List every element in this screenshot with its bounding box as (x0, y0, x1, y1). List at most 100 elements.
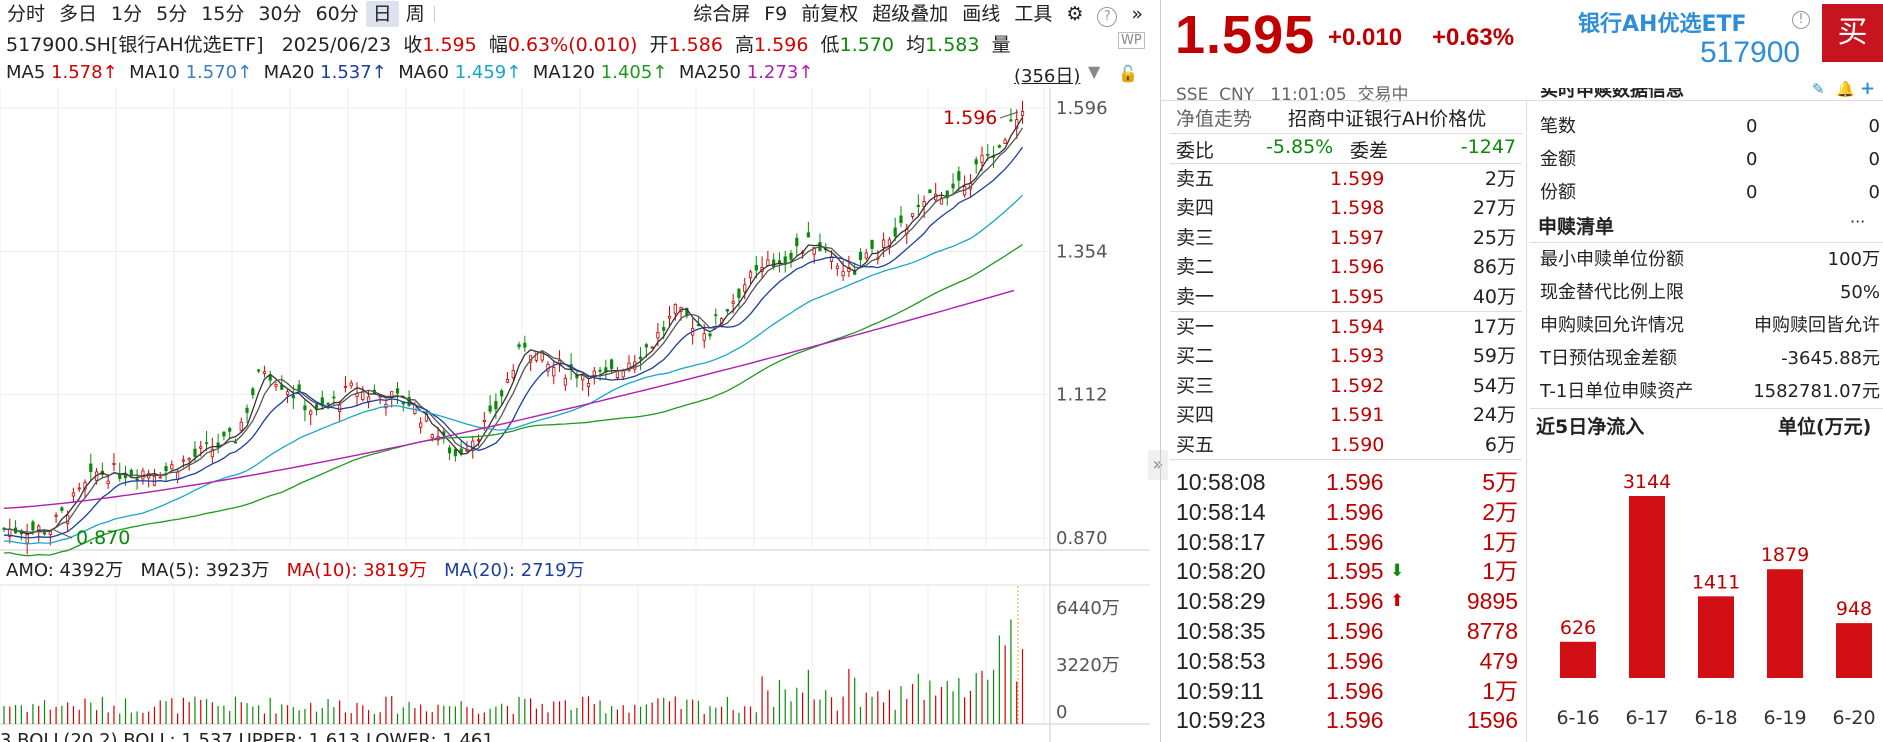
realtime-sub-redeem-header: 实时申赎数据信息 (1540, 88, 1684, 101)
wp-icon[interactable]: WP (1118, 32, 1145, 49)
asks-level-volume: 86万 (1472, 256, 1516, 279)
candle-body (945, 190, 949, 199)
candle-body (882, 239, 886, 248)
stat-redeem: 0 (1868, 182, 1880, 203)
candle-body (638, 356, 643, 360)
bids-level[interactable]: 买一 1.594 17万 (1176, 313, 1516, 342)
forward-adjust-button[interactable]: 前复权 (801, 3, 859, 25)
candle-body (42, 532, 47, 535)
gear-icon[interactable]: ⚙ (1066, 3, 1084, 25)
asks-level[interactable]: 卖四 1.598 27万 (1176, 194, 1516, 223)
candle-body (1003, 139, 1007, 145)
candle-body (957, 171, 961, 181)
candle-body (222, 431, 226, 437)
lock-icon[interactable]: 🔓 (1118, 64, 1138, 83)
inflow-bar (1767, 569, 1803, 678)
candle-body (795, 237, 799, 247)
candle-body (754, 264, 758, 271)
candle-body (170, 464, 174, 470)
bids-level-volume: 54万 (1472, 374, 1516, 397)
asks-level-label: 卖二 (1176, 256, 1215, 279)
column-divider (1526, 100, 1527, 742)
amo-ma20: MA(20): 2719万 (444, 560, 585, 581)
range-label: 幅 (488, 34, 508, 56)
kline-chart[interactable]: 1.596 1.354 1.112 0.870 6440万 3220万 0 1.596 0.87… (0, 88, 1150, 742)
tick-row: 10:58:29 1.596 ⬆ 9895 (1176, 586, 1518, 616)
tab-daily[interactable]: 日 (365, 1, 399, 27)
double-chevron-right-icon[interactable]: » (1131, 3, 1143, 25)
help-icon[interactable]: ? (1090, 1, 1124, 27)
candle-body (262, 371, 267, 374)
tick-price: 1.595 (1326, 558, 1384, 585)
tab-weekly[interactable]: 周 (405, 3, 425, 25)
candle-body (731, 301, 735, 304)
tick-time: 10:58:14 (1176, 498, 1266, 525)
candle-body (71, 492, 76, 497)
net-inflow-title: 近5日净流入 (1536, 416, 1645, 438)
tab-60min[interactable]: 60分 (315, 3, 359, 25)
asks-level-volume: 27万 (1472, 197, 1516, 220)
tick-price: 1.596 (1326, 528, 1384, 555)
tab-nav-trend[interactable]: 净值走势 (1176, 108, 1253, 130)
f9-button[interactable]: F9 (764, 3, 788, 25)
ob-divider-bottom (1170, 459, 1522, 460)
ma120-value: 1.405↑ (600, 62, 668, 83)
tab-1min[interactable]: 1分 (111, 3, 143, 25)
draw-line-button[interactable]: 画线 (962, 3, 1001, 25)
weicha-value: -1247 (1460, 136, 1516, 158)
candlesticks (2, 100, 1025, 555)
bids-level-price: 1.592 (1330, 374, 1385, 397)
asks-level[interactable]: 卖三 1.597 25万 (1176, 224, 1516, 253)
bids-level[interactable]: 买五 1.590 6万 (1176, 431, 1516, 460)
candle-body (500, 390, 504, 397)
asks-level-label: 卖五 (1176, 168, 1215, 190)
candle-body (309, 410, 313, 415)
candle-body (789, 252, 793, 260)
inflow-bar (1698, 596, 1734, 678)
asks-level[interactable]: 卖二 1.596 86万 (1176, 253, 1516, 282)
stat-label: 金额 (1540, 149, 1576, 170)
asks-level-volume: 25万 (1472, 226, 1516, 249)
security-code-name: 517900.SH[银行AH优选ETF] (6, 34, 264, 56)
candle-body (552, 367, 556, 377)
collapse-panel-chevron-icon[interactable]: » (1148, 450, 1168, 480)
quote-time: 11:01:05 (1270, 85, 1347, 105)
asks-level-price: 1.597 (1330, 226, 1385, 249)
candle-body (1020, 110, 1025, 116)
info-icon[interactable]: ! (1792, 8, 1810, 29)
stat-sub: 0 (1746, 182, 1758, 203)
super-overlay-button[interactable]: 超级叠加 (872, 3, 949, 25)
bids-level[interactable]: 买二 1.593 59万 (1176, 342, 1516, 371)
ma60-value: 1.459↑ (454, 62, 522, 83)
bids-level[interactable]: 买三 1.592 54万 (1176, 372, 1516, 401)
bids-level[interactable]: 买四 1.591 24万 (1176, 401, 1516, 430)
days-count[interactable]: (356日) (1014, 66, 1081, 87)
asks-level[interactable]: 卖五 1.599 2万 (1176, 165, 1516, 194)
more-icon[interactable]: ··· (1850, 212, 1866, 231)
tab-fenshi[interactable]: 分时 (7, 3, 46, 25)
candle-body (60, 507, 64, 511)
candle-body (667, 316, 672, 319)
asks-level[interactable]: 卖一 1.595 40万 (1176, 283, 1516, 312)
dropdown-triangle-icon[interactable]: ▼ (1088, 62, 1101, 81)
toolbar-divider (433, 6, 435, 22)
ma60-label: MA60 (398, 62, 449, 83)
tab-multiday[interactable]: 多日 (59, 3, 98, 25)
bar-date: 2025/06/23 (281, 34, 392, 56)
edit-icon[interactable]: ✎ (1812, 80, 1825, 98)
candle-body (216, 442, 220, 448)
tab-index[interactable]: 招商中证银行AH价格优 (1288, 108, 1487, 130)
add-icon[interactable]: + (1860, 78, 1876, 99)
candle-body (980, 154, 984, 163)
bell-icon[interactable]: 🔔 (1836, 80, 1855, 98)
composite-screen-button[interactable]: 综合屏 (693, 3, 751, 25)
tab-5min[interactable]: 5分 (156, 3, 188, 25)
buy-button[interactable]: 买 (1822, 4, 1883, 62)
list-label: 现金替代比例上限 (1540, 282, 1684, 303)
weibi-label: 委比 (1176, 140, 1215, 162)
tools-button[interactable]: 工具 (1014, 3, 1053, 25)
tab-15min[interactable]: 15分 (201, 3, 245, 25)
tab-30min[interactable]: 30分 (258, 3, 302, 25)
candle-body (841, 271, 845, 277)
bids-level-volume: 6万 (1484, 433, 1516, 456)
